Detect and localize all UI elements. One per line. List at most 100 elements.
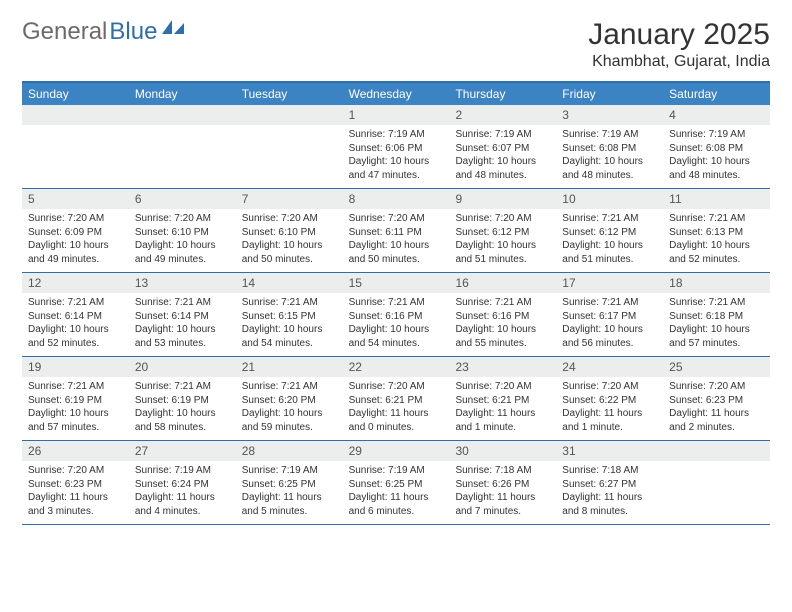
daylight-text: Daylight: 10 hours and 54 minutes.	[349, 323, 444, 350]
daylight-text: Daylight: 11 hours and 8 minutes.	[562, 491, 657, 518]
day-body	[236, 125, 343, 135]
daylight-text: Daylight: 10 hours and 53 minutes.	[135, 323, 230, 350]
day-number: 10	[556, 189, 663, 209]
day-number: 5	[22, 189, 129, 209]
day-body: Sunrise: 7:19 AMSunset: 6:07 PMDaylight:…	[449, 125, 556, 188]
daylight-text: Daylight: 10 hours and 56 minutes.	[562, 323, 657, 350]
day-number: 6	[129, 189, 236, 209]
day-body: Sunrise: 7:20 AMSunset: 6:21 PMDaylight:…	[343, 377, 450, 440]
day-body: Sunrise: 7:21 AMSunset: 6:19 PMDaylight:…	[129, 377, 236, 440]
week-row: 12Sunrise: 7:21 AMSunset: 6:14 PMDayligh…	[22, 273, 770, 357]
sunset-text: Sunset: 6:12 PM	[562, 226, 657, 240]
day-body: Sunrise: 7:19 AMSunset: 6:25 PMDaylight:…	[343, 461, 450, 524]
daylight-text: Daylight: 11 hours and 5 minutes.	[242, 491, 337, 518]
sunset-text: Sunset: 6:17 PM	[562, 310, 657, 324]
day-cell: 19Sunrise: 7:21 AMSunset: 6:19 PMDayligh…	[22, 357, 129, 440]
sunset-text: Sunset: 6:10 PM	[242, 226, 337, 240]
day-cell: 6Sunrise: 7:20 AMSunset: 6:10 PMDaylight…	[129, 189, 236, 272]
sunset-text: Sunset: 6:23 PM	[669, 394, 764, 408]
logo-sail-icon	[162, 19, 184, 40]
daylight-text: Daylight: 11 hours and 6 minutes.	[349, 491, 444, 518]
day-body: Sunrise: 7:20 AMSunset: 6:11 PMDaylight:…	[343, 209, 450, 272]
day-body: Sunrise: 7:21 AMSunset: 6:19 PMDaylight:…	[22, 377, 129, 440]
day-number: 12	[22, 273, 129, 293]
day-number: 1	[343, 105, 450, 125]
day-body: Sunrise: 7:21 AMSunset: 6:12 PMDaylight:…	[556, 209, 663, 272]
sunset-text: Sunset: 6:25 PM	[349, 478, 444, 492]
day-number: 23	[449, 357, 556, 377]
daylight-text: Daylight: 11 hours and 7 minutes.	[455, 491, 550, 518]
day-number: 8	[343, 189, 450, 209]
day-number: 29	[343, 441, 450, 461]
sunrise-text: Sunrise: 7:18 AM	[455, 464, 550, 478]
day-body: Sunrise: 7:21 AMSunset: 6:17 PMDaylight:…	[556, 293, 663, 356]
sunset-text: Sunset: 6:07 PM	[455, 142, 550, 156]
day-cell: 13Sunrise: 7:21 AMSunset: 6:14 PMDayligh…	[129, 273, 236, 356]
day-number: 15	[343, 273, 450, 293]
day-cell: 3Sunrise: 7:19 AMSunset: 6:08 PMDaylight…	[556, 105, 663, 188]
day-body: Sunrise: 7:21 AMSunset: 6:14 PMDaylight:…	[22, 293, 129, 356]
day-body: Sunrise: 7:21 AMSunset: 6:16 PMDaylight:…	[449, 293, 556, 356]
day-number: 3	[556, 105, 663, 125]
day-cell: 18Sunrise: 7:21 AMSunset: 6:18 PMDayligh…	[663, 273, 770, 356]
daylight-text: Daylight: 10 hours and 52 minutes.	[669, 239, 764, 266]
day-cell: 5Sunrise: 7:20 AMSunset: 6:09 PMDaylight…	[22, 189, 129, 272]
sunset-text: Sunset: 6:21 PM	[349, 394, 444, 408]
sunset-text: Sunset: 6:11 PM	[349, 226, 444, 240]
daylight-text: Daylight: 10 hours and 48 minutes.	[455, 155, 550, 182]
day-number: 20	[129, 357, 236, 377]
day-header-monday: Monday	[129, 83, 236, 105]
day-number	[663, 441, 770, 461]
day-number: 14	[236, 273, 343, 293]
day-body	[129, 125, 236, 135]
day-body: Sunrise: 7:19 AMSunset: 6:06 PMDaylight:…	[343, 125, 450, 188]
day-body: Sunrise: 7:19 AMSunset: 6:24 PMDaylight:…	[129, 461, 236, 524]
day-cell: 12Sunrise: 7:21 AMSunset: 6:14 PMDayligh…	[22, 273, 129, 356]
sunrise-text: Sunrise: 7:21 AM	[349, 296, 444, 310]
sunrise-text: Sunrise: 7:20 AM	[349, 212, 444, 226]
sunset-text: Sunset: 6:06 PM	[349, 142, 444, 156]
daylight-text: Daylight: 11 hours and 3 minutes.	[28, 491, 123, 518]
sunrise-text: Sunrise: 7:20 AM	[669, 380, 764, 394]
sunrise-text: Sunrise: 7:21 AM	[242, 296, 337, 310]
day-number: 19	[22, 357, 129, 377]
sunset-text: Sunset: 6:20 PM	[242, 394, 337, 408]
daylight-text: Daylight: 10 hours and 49 minutes.	[135, 239, 230, 266]
sunset-text: Sunset: 6:15 PM	[242, 310, 337, 324]
sunset-text: Sunset: 6:13 PM	[669, 226, 764, 240]
day-header-sunday: Sunday	[22, 83, 129, 105]
day-cell	[129, 105, 236, 188]
daylight-text: Daylight: 10 hours and 51 minutes.	[455, 239, 550, 266]
sunrise-text: Sunrise: 7:21 AM	[562, 212, 657, 226]
sunset-text: Sunset: 6:26 PM	[455, 478, 550, 492]
sunrise-text: Sunrise: 7:21 AM	[562, 296, 657, 310]
sunset-text: Sunset: 6:18 PM	[669, 310, 764, 324]
day-number: 13	[129, 273, 236, 293]
day-cell: 22Sunrise: 7:20 AMSunset: 6:21 PMDayligh…	[343, 357, 450, 440]
sunrise-text: Sunrise: 7:21 AM	[135, 380, 230, 394]
day-body: Sunrise: 7:20 AMSunset: 6:22 PMDaylight:…	[556, 377, 663, 440]
sunset-text: Sunset: 6:25 PM	[242, 478, 337, 492]
daylight-text: Daylight: 11 hours and 1 minute.	[455, 407, 550, 434]
day-body: Sunrise: 7:21 AMSunset: 6:16 PMDaylight:…	[343, 293, 450, 356]
day-number	[236, 105, 343, 125]
day-cell: 25Sunrise: 7:20 AMSunset: 6:23 PMDayligh…	[663, 357, 770, 440]
day-cell: 31Sunrise: 7:18 AMSunset: 6:27 PMDayligh…	[556, 441, 663, 524]
daylight-text: Daylight: 10 hours and 55 minutes.	[455, 323, 550, 350]
daylight-text: Daylight: 11 hours and 0 minutes.	[349, 407, 444, 434]
sunset-text: Sunset: 6:08 PM	[562, 142, 657, 156]
day-number: 25	[663, 357, 770, 377]
day-body	[663, 461, 770, 471]
daylight-text: Daylight: 11 hours and 1 minute.	[562, 407, 657, 434]
day-body: Sunrise: 7:21 AMSunset: 6:14 PMDaylight:…	[129, 293, 236, 356]
day-body: Sunrise: 7:20 AMSunset: 6:12 PMDaylight:…	[449, 209, 556, 272]
sunrise-text: Sunrise: 7:20 AM	[135, 212, 230, 226]
calendar-page: GeneralBlue January 2025 Khambhat, Gujar…	[0, 0, 792, 543]
day-number: 24	[556, 357, 663, 377]
week-row: 1Sunrise: 7:19 AMSunset: 6:06 PMDaylight…	[22, 105, 770, 189]
sunset-text: Sunset: 6:12 PM	[455, 226, 550, 240]
sunset-text: Sunset: 6:08 PM	[669, 142, 764, 156]
day-number: 28	[236, 441, 343, 461]
sunset-text: Sunset: 6:16 PM	[349, 310, 444, 324]
day-body: Sunrise: 7:20 AMSunset: 6:23 PMDaylight:…	[22, 461, 129, 524]
